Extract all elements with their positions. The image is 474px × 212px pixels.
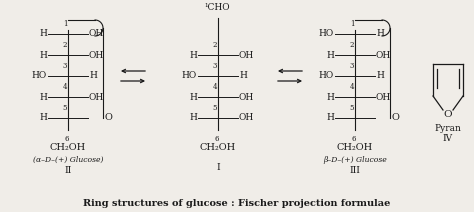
Text: H: H — [189, 113, 197, 123]
Text: H: H — [326, 113, 334, 123]
Text: H: H — [239, 71, 247, 81]
Text: HO: HO — [32, 71, 47, 81]
Text: Pyran: Pyran — [435, 124, 461, 133]
Text: 5: 5 — [63, 104, 67, 112]
Text: OH: OH — [239, 113, 254, 123]
Text: OH: OH — [376, 50, 391, 60]
Text: H: H — [376, 71, 384, 81]
Text: 1: 1 — [63, 20, 67, 28]
Text: H: H — [326, 50, 334, 60]
Text: 3: 3 — [213, 62, 217, 70]
Text: II: II — [64, 166, 72, 175]
Text: O: O — [105, 113, 113, 123]
Text: 3: 3 — [63, 62, 67, 70]
Text: CH₂OH: CH₂OH — [337, 143, 373, 152]
Text: IV: IV — [443, 134, 453, 143]
Text: Ring structures of glucose : Fischer projection formulae: Ring structures of glucose : Fischer pro… — [83, 199, 391, 208]
Text: CH₂OH: CH₂OH — [200, 143, 236, 152]
Text: 6: 6 — [65, 135, 69, 143]
Text: 5: 5 — [213, 104, 217, 112]
Text: OH: OH — [376, 92, 391, 102]
Text: H: H — [39, 92, 47, 102]
Text: OH: OH — [239, 92, 254, 102]
Text: β–D–(+) Glucose: β–D–(+) Glucose — [323, 156, 387, 164]
Text: 2: 2 — [63, 41, 67, 49]
Text: OH: OH — [239, 50, 254, 60]
Text: H: H — [39, 29, 47, 39]
Text: CH₂OH: CH₂OH — [50, 143, 86, 152]
Text: H: H — [189, 50, 197, 60]
Text: OH: OH — [89, 29, 104, 39]
Text: 6: 6 — [352, 135, 356, 143]
Text: 4: 4 — [63, 83, 67, 91]
Text: HO: HO — [319, 71, 334, 81]
Text: H: H — [376, 29, 384, 39]
Text: H: H — [39, 50, 47, 60]
Text: 4: 4 — [213, 83, 217, 91]
Text: H: H — [39, 113, 47, 123]
Text: 4: 4 — [350, 83, 354, 91]
Text: ¹CHO: ¹CHO — [204, 3, 230, 12]
Text: 6: 6 — [215, 135, 219, 143]
Text: H: H — [326, 92, 334, 102]
Text: OH: OH — [89, 50, 104, 60]
Text: (α–D–(+) Glucose): (α–D–(+) Glucose) — [33, 156, 103, 164]
Text: HO: HO — [182, 71, 197, 81]
Text: I: I — [216, 163, 220, 172]
Text: III: III — [349, 166, 360, 175]
Text: H: H — [189, 92, 197, 102]
Text: HO: HO — [319, 29, 334, 39]
Text: H: H — [89, 71, 97, 81]
Text: 5: 5 — [350, 104, 354, 112]
Text: 2: 2 — [213, 41, 217, 49]
Text: O: O — [444, 110, 452, 119]
Text: 3: 3 — [350, 62, 354, 70]
Text: OH: OH — [89, 92, 104, 102]
Text: 2: 2 — [350, 41, 354, 49]
Text: O: O — [392, 113, 400, 123]
Text: 1: 1 — [350, 20, 354, 28]
